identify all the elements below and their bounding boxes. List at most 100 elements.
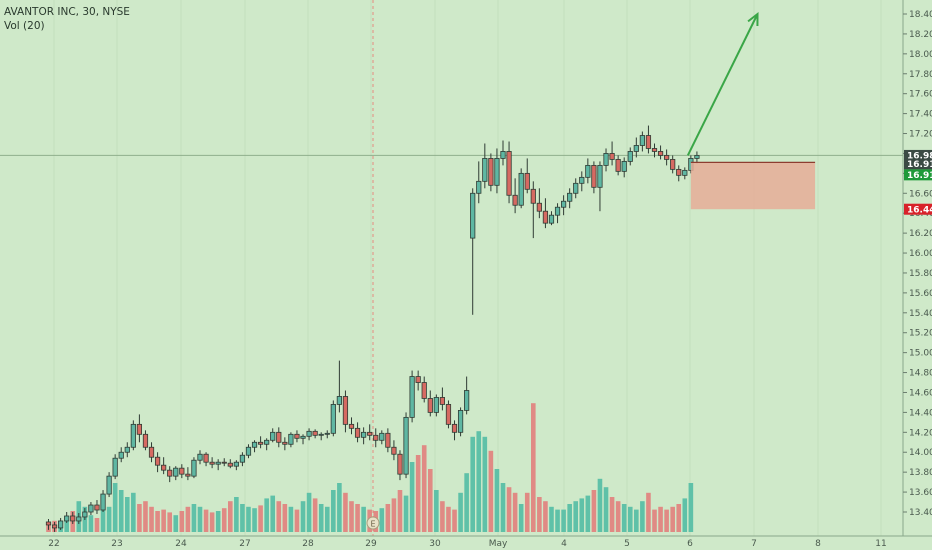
candle <box>603 148 609 172</box>
symbol-title: AVANTOR INC, 30, NYSE <box>4 6 130 18</box>
candle <box>82 508 88 520</box>
volume-bar <box>664 509 669 532</box>
candle <box>342 390 349 433</box>
volume-bar <box>573 501 579 532</box>
candle-body <box>409 376 415 418</box>
candle <box>179 464 185 479</box>
volume-bar <box>300 501 306 532</box>
price-tag: 16.44 <box>904 203 932 215</box>
volume-bar <box>543 501 548 532</box>
price-tick-label: 17.40 <box>909 110 932 120</box>
candle <box>336 360 342 413</box>
time-axis[interactable]: 22 23 24 27 28 29 30 May 4 5 6 7 8 11 <box>0 535 932 549</box>
time-tick-label: 8 <box>815 539 821 549</box>
candle <box>245 444 252 459</box>
candle-body <box>476 180 482 194</box>
candle-body <box>136 423 142 435</box>
volume-bars <box>46 403 694 532</box>
candle <box>694 151 700 164</box>
candle <box>554 203 561 224</box>
projection-arrow[interactable] <box>686 11 759 156</box>
candle <box>209 457 215 469</box>
candle <box>191 457 197 479</box>
candle-body <box>245 446 252 456</box>
arrow-head <box>747 11 759 27</box>
time-tick-label: 23 <box>111 539 122 549</box>
earnings-marker[interactable]: E <box>366 516 380 530</box>
volume-bar <box>621 504 627 532</box>
candle-body <box>154 456 161 466</box>
price-tick-label: 13.80 <box>909 468 932 478</box>
candle <box>579 171 585 192</box>
candle <box>676 165 682 182</box>
candle-body <box>494 158 500 186</box>
candle <box>518 168 524 209</box>
volume-bar <box>458 492 463 532</box>
volume-bar <box>143 501 148 532</box>
volume-bar <box>318 504 324 532</box>
time-tick-label: 28 <box>302 539 314 549</box>
candle-body <box>148 446 155 458</box>
candle-body <box>173 467 179 477</box>
volume-bar <box>294 509 300 532</box>
candle <box>312 429 318 439</box>
candle <box>548 211 555 226</box>
candlestick-series[interactable] <box>45 125 700 532</box>
candle-body <box>167 469 173 477</box>
candle-body <box>524 172 530 190</box>
volume-bar <box>682 498 688 532</box>
candle-body <box>354 427 361 438</box>
grid-layer <box>53 0 882 536</box>
price-axis[interactable]: 18.4018.2018.0017.8017.6017.4017.2017.00… <box>902 0 932 550</box>
volume-bar <box>234 497 239 532</box>
candle <box>409 370 415 423</box>
candle-body <box>276 431 282 443</box>
candle <box>609 141 615 166</box>
candle-body <box>445 404 452 425</box>
candle-body <box>615 159 621 172</box>
candle <box>294 430 300 443</box>
candle <box>585 158 591 184</box>
candle-body <box>597 164 603 188</box>
candle-body <box>82 511 88 518</box>
price-tick-label: 17.60 <box>909 90 932 100</box>
candle <box>203 452 209 467</box>
candle-body <box>603 153 609 166</box>
candle <box>148 442 155 463</box>
volume-bar <box>391 498 397 532</box>
stop-loss-box[interactable] <box>690 161 816 210</box>
candle-body <box>251 441 258 448</box>
price-tick-label: 16.00 <box>909 249 932 259</box>
candle-body <box>627 151 633 162</box>
price-tag-background <box>904 149 932 161</box>
volume-bar <box>537 497 542 532</box>
volume-bar <box>567 504 572 532</box>
candle <box>639 131 645 152</box>
volume-bar <box>409 462 415 532</box>
volume-bar <box>646 492 651 532</box>
candle <box>645 125 652 154</box>
candle-body <box>676 168 682 176</box>
volume-bar <box>385 504 391 532</box>
candle <box>561 195 567 216</box>
price-tick-label: 15.60 <box>909 289 932 299</box>
volume-bar <box>482 436 488 532</box>
candle <box>167 466 173 483</box>
volume-bar <box>494 469 500 532</box>
price-tick-label: 15.40 <box>909 309 932 319</box>
time-tick-label: May <box>489 539 508 549</box>
candle <box>124 442 130 458</box>
candle <box>239 452 246 467</box>
candle <box>100 490 106 512</box>
volume-bar <box>258 505 263 532</box>
volume-bar <box>185 506 191 532</box>
price-tag: 16.91 <box>904 169 932 181</box>
candle-body <box>100 493 106 511</box>
volume-bar <box>112 483 118 532</box>
volume-bar <box>94 518 100 532</box>
candle <box>76 512 82 524</box>
candle <box>573 178 579 199</box>
price-tick-label: 14.40 <box>909 408 932 418</box>
